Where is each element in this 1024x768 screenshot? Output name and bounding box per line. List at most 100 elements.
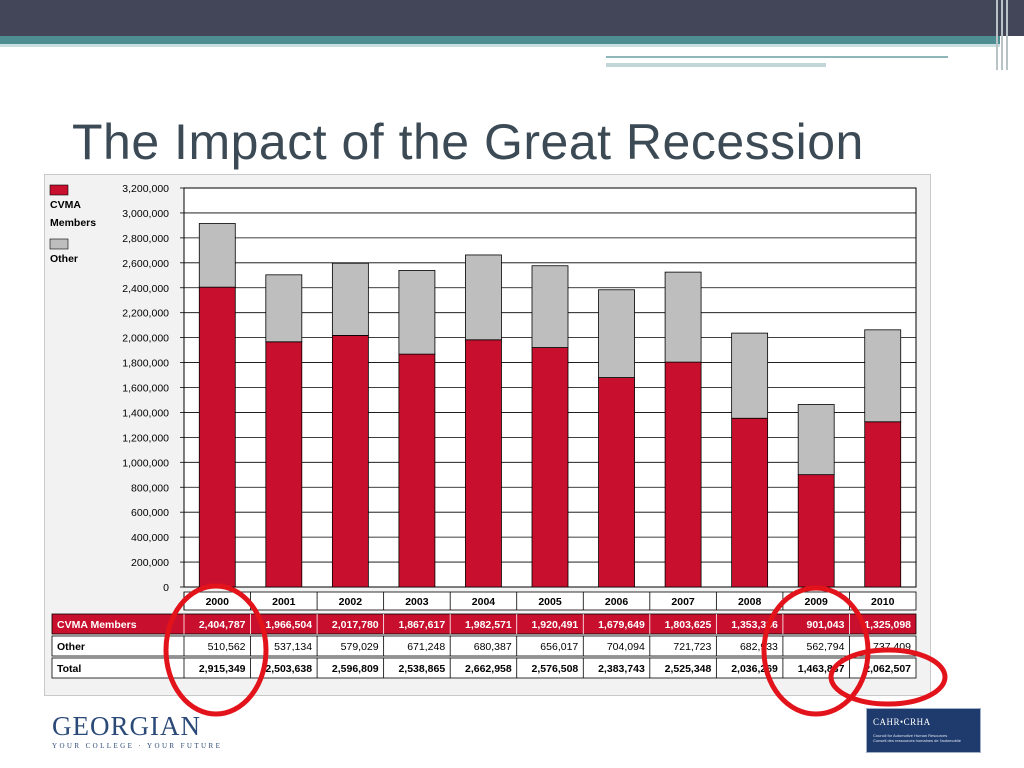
table-year: 2004: [472, 596, 496, 608]
table-cell: 1,325,098: [864, 619, 911, 631]
table-cell: 2,596,809: [332, 663, 379, 675]
table-cell: 2,662,958: [465, 663, 512, 675]
table-cell: 562,794: [806, 641, 844, 653]
table-cell: 2,503,638: [265, 663, 312, 675]
accent-band: [0, 36, 1000, 44]
georgian-logo-name: GEORGIAN: [52, 711, 201, 741]
table-cell: 2,017,780: [332, 619, 379, 631]
table-year: 2001: [272, 596, 296, 608]
legend-swatch-other: [49, 238, 69, 250]
y-tick-label: 0: [163, 582, 169, 594]
table-cell: 721,723: [673, 641, 711, 653]
bar-other: [664, 271, 702, 363]
table-cell: 2,576,508: [532, 663, 579, 675]
table-cell: 704,094: [607, 641, 645, 653]
decor-stripes: [996, 0, 1008, 70]
table-cell: 1,966,504: [265, 619, 312, 631]
annotation-circle-2000: [163, 583, 269, 717]
bar-cvma-members: [797, 474, 835, 588]
cahr-logo-subtitle: Council for Automotive Human Resources C…: [873, 733, 977, 743]
y-tick-label: 2,400,000: [122, 283, 169, 295]
table-row-label: Other: [57, 641, 85, 653]
table-year: 2009: [805, 596, 829, 608]
legend-label-cvma: CVMA: [50, 199, 81, 211]
table-cell: 2,404,787: [199, 619, 246, 631]
bar-other: [265, 274, 303, 343]
table-row: [51, 613, 917, 635]
bar-other: [598, 289, 635, 378]
y-tick-label: 2,000,000: [122, 333, 169, 345]
table-year: 2006: [605, 596, 629, 608]
table-year: 2000: [206, 596, 230, 608]
bar-other: [465, 254, 502, 341]
table-cell: 671,248: [407, 641, 445, 653]
annotation-circle-total-2010: [828, 647, 948, 707]
bar-cvma-members: [864, 421, 902, 588]
y-tick-label: 2,600,000: [122, 258, 169, 270]
y-tick-label: 400,000: [131, 532, 169, 544]
bar-cvma-members: [398, 353, 436, 588]
cahr-logo-sub-en: Council for Automotive Human Resources: [873, 733, 948, 738]
bar-cvma-members: [198, 286, 236, 588]
table-cell: 1,982,571: [465, 619, 512, 631]
legend-label-members: Members: [50, 217, 96, 229]
decor-line: [606, 63, 826, 67]
table-cell: 682,933: [740, 641, 778, 653]
legend-label-other: Other: [50, 253, 78, 265]
table-row: [51, 657, 917, 679]
table-cell: 901,043: [806, 619, 844, 631]
table-cell: 680,387: [474, 641, 512, 653]
table-cell: 2,525,348: [665, 663, 712, 675]
y-tick-label: 1,000,000: [122, 457, 169, 469]
table-year: 2005: [538, 596, 562, 608]
y-tick-label: 800,000: [131, 482, 169, 494]
cahr-logo-brand: CAHR•CRHA: [873, 717, 931, 727]
y-tick-label: 2,800,000: [122, 233, 169, 245]
table-row-label: CVMA Members: [57, 619, 137, 631]
legend-swatch-cvma: [49, 184, 69, 196]
bar-other: [531, 265, 569, 348]
decor-line: [606, 56, 948, 58]
y-tick-label: 3,000,000: [122, 208, 169, 220]
cahr-logo-sub-fr: Conseil des ressources humaines de l'aut…: [873, 738, 961, 743]
table-cell: 1,920,491: [532, 619, 579, 631]
cahr-logo: CAHR•CRHA Council for Automotive Human R…: [866, 708, 981, 753]
y-tick-label: 1,400,000: [122, 407, 169, 419]
table-cell: 1,867,617: [398, 619, 445, 631]
table-cell: 2,036,269: [731, 663, 778, 675]
table-cell: 2,915,349: [199, 663, 246, 675]
bar-cvma-members: [331, 335, 369, 588]
bar-cvma-members: [465, 339, 502, 588]
table-cell: 510,562: [208, 641, 246, 653]
table-year: 2002: [339, 596, 363, 608]
bar-cvma-members: [664, 361, 702, 588]
table-year: 2003: [405, 596, 429, 608]
georgian-logo-tagline: YOUR COLLEGE · YOUR FUTURE: [52, 742, 223, 750]
y-tick-label: 200,000: [131, 557, 169, 569]
y-tick-label: 1,600,000: [122, 383, 169, 395]
header-bar: [0, 0, 1024, 36]
accent-line: [0, 44, 1000, 47]
y-tick-label: 1,200,000: [122, 432, 169, 444]
y-tick-label: 3,200,000: [122, 183, 169, 195]
bar-other: [198, 223, 236, 288]
table-year: 2007: [671, 596, 695, 608]
table-cell: 2,538,865: [398, 663, 445, 675]
table-cell: 1,679,649: [598, 619, 645, 631]
y-tick-label: 2,200,000: [122, 308, 169, 320]
bar-cvma-members: [598, 377, 635, 588]
bar-cvma-members: [531, 347, 569, 588]
table-year: 2010: [871, 596, 895, 608]
table-cell: 1,803,625: [665, 619, 712, 631]
table-year: 2008: [738, 596, 762, 608]
georgian-logo: GEORGIAN YOUR COLLEGE · YOUR FUTURE: [52, 712, 222, 750]
bar-other: [797, 404, 835, 476]
bar-cvma-members: [731, 417, 769, 588]
table-cell: 656,017: [540, 641, 578, 653]
y-tick-label: 1,800,000: [122, 358, 169, 370]
table-row-label: Total: [57, 663, 81, 675]
slide-title: The Impact of the Great Recession: [72, 114, 864, 170]
table-cell: 2,062,507: [864, 663, 911, 675]
table-cell: 579,029: [341, 641, 379, 653]
